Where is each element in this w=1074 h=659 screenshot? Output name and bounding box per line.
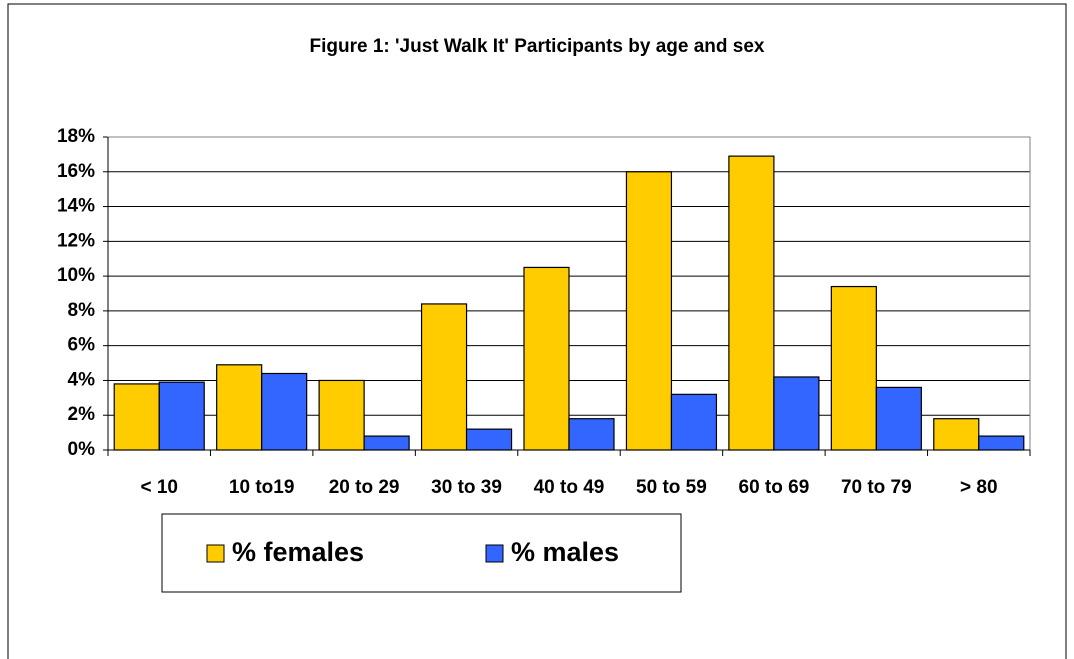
bar <box>216 364 263 451</box>
legend-swatch <box>206 544 225 563</box>
y-tick-label: 18% <box>57 126 95 147</box>
bar <box>933 418 980 451</box>
legend-swatch <box>485 544 504 563</box>
bar <box>318 379 365 451</box>
y-tick-label: 0% <box>68 439 96 460</box>
bar <box>978 435 1025 451</box>
x-tick-label: 30 to 39 <box>431 477 502 498</box>
bar <box>523 266 570 451</box>
y-tick-label: 16% <box>57 161 95 182</box>
y-tick-label: 14% <box>57 196 95 217</box>
bar <box>670 393 718 451</box>
y-tick-label: 2% <box>68 404 96 425</box>
bar <box>830 285 877 451</box>
legend-label: % males <box>511 537 619 567</box>
bar <box>728 155 775 451</box>
x-tick-label: 40 to 49 <box>534 477 605 498</box>
chart-border <box>7 3 1067 659</box>
bar <box>363 435 410 451</box>
x-tick-label: 10 to19 <box>229 477 294 498</box>
bar <box>625 171 673 451</box>
x-tick-label: 50 to 59 <box>636 477 707 498</box>
y-tick-label: 4% <box>68 369 96 390</box>
x-tick-label: 20 to 29 <box>329 477 400 498</box>
y-tick-label: 6% <box>68 335 96 356</box>
y-tick-label: 12% <box>57 230 95 251</box>
x-tick-label: > 80 <box>960 477 998 498</box>
x-tick-label: 70 to 79 <box>841 477 912 498</box>
bar <box>773 376 820 451</box>
bar <box>875 386 922 451</box>
bar <box>261 372 308 451</box>
bar <box>465 428 513 451</box>
y-tick-label: 10% <box>57 265 95 286</box>
legend-label: % females <box>232 537 364 567</box>
legend-box <box>161 513 682 593</box>
bar <box>568 418 615 451</box>
x-tick-label: 60 to 69 <box>739 477 810 498</box>
bar <box>420 303 468 451</box>
bar <box>158 381 205 451</box>
y-tick-label: 8% <box>68 300 96 321</box>
x-tick-label: < 10 <box>140 477 178 498</box>
chart-title: Figure 1: 'Just Walk It' Participants by… <box>310 36 765 57</box>
bar <box>113 383 160 451</box>
